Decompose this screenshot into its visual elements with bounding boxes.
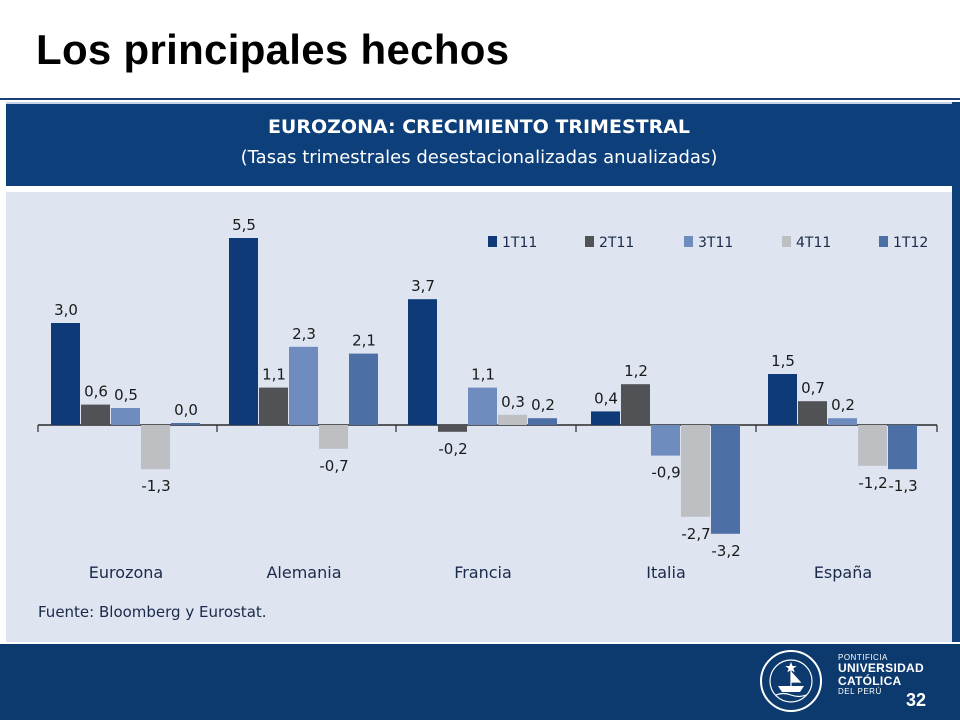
data-label: 0,2: [531, 396, 555, 414]
legend-swatch-2t11: [585, 236, 594, 247]
bar-francia-2t11: [438, 425, 467, 432]
bar-españa-2t11: [798, 401, 827, 425]
title-rule: [0, 98, 960, 100]
bar-eurozona-1t12: [171, 423, 200, 425]
category-label: Alemania: [266, 563, 341, 582]
slide-title: Los principales hechos: [36, 26, 510, 73]
wordmark-line2: UNIVERSIDAD: [838, 661, 924, 676]
legend-label: 1T11: [502, 235, 537, 251]
data-label: 2,3: [292, 325, 316, 343]
bar-francia-3t11: [468, 387, 497, 425]
legend-swatch-3t11: [684, 236, 693, 247]
university-wordmark: PONTIFICIA UNIVERSIDAD CATÓLICA DEL PERÚ: [838, 653, 924, 696]
legend-label: 1T12: [893, 235, 928, 251]
data-label: 0,3: [501, 393, 525, 411]
bar-eurozona-4t11: [141, 425, 170, 470]
category-label: Italia: [646, 563, 686, 582]
data-label: 2,1: [352, 332, 376, 350]
bar-alemania-1t11: [229, 238, 258, 425]
bar-francia-1t12: [528, 418, 557, 425]
bar-italia-1t12: [711, 425, 740, 534]
wordmark-line3: CATÓLICA: [838, 673, 902, 688]
data-label: 0,0: [174, 401, 198, 419]
category-label: Eurozona: [89, 563, 163, 582]
data-label: 0,5: [114, 386, 138, 404]
bar-italia-3t11: [651, 425, 680, 456]
bar-alemania-2t11: [259, 387, 288, 425]
chart-source: Fuente: Bloomberg y Eurostat.: [38, 603, 267, 621]
legend-label: 4T11: [796, 235, 831, 251]
legend-swatch-4t11: [782, 236, 791, 247]
category-label: Francia: [454, 563, 512, 582]
bar-alemania-4t11: [319, 425, 348, 449]
page-number: 32: [905, 690, 927, 710]
chart-header-band: [6, 102, 952, 186]
data-label: 1,1: [262, 366, 286, 384]
wordmark-line4: DEL PERÚ: [838, 686, 882, 696]
bar-eurozona-2t11: [81, 404, 110, 425]
legend-swatch-1t12: [879, 236, 888, 247]
right-edge-strip: [952, 102, 960, 642]
data-label: 3,7: [411, 277, 435, 295]
bar-alemania-3t11: [289, 346, 318, 425]
chart-title: EUROZONA: CRECIMIENTO TRIMESTRAL: [267, 116, 691, 138]
bar-italia-4t11: [681, 425, 710, 517]
data-label: -1,2: [858, 474, 887, 492]
university-seal-icon: [760, 650, 822, 712]
data-label: -1,3: [141, 477, 170, 495]
bar-españa-4t11: [858, 425, 887, 466]
data-label: 5,5: [232, 216, 256, 234]
data-label: 0,7: [801, 379, 825, 397]
chart-subtitle: (Tasas trimestrales desestacionalizadas …: [240, 147, 718, 168]
data-label: 1,1: [471, 366, 495, 384]
header-band-line: [6, 102, 952, 104]
wordmark-line1: PONTIFICIA: [838, 653, 888, 662]
data-label: 0,2: [831, 396, 855, 414]
data-label: 0,6: [84, 383, 108, 401]
bar-francia-4t11: [498, 414, 527, 425]
bar-eurozona-1t11: [51, 323, 80, 425]
legend-label: 2T11: [599, 235, 634, 251]
data-label: 1,2: [624, 362, 648, 380]
legend-label: 3T11: [698, 235, 733, 251]
bar-españa-3t11: [828, 418, 857, 425]
bar-españa-1t11: [768, 374, 797, 425]
data-label: -2,7: [681, 525, 710, 543]
data-label: 0,4: [594, 389, 618, 407]
data-label: -0,9: [651, 464, 680, 482]
legend-swatch-1t11: [488, 236, 497, 247]
data-label: 1,5: [771, 352, 795, 370]
bar-italia-1t11: [591, 411, 620, 425]
bar-italia-2t11: [621, 384, 650, 425]
data-label: -0,7: [319, 457, 348, 475]
data-label: 3,0: [54, 301, 78, 319]
bar-francia-1t11: [408, 299, 437, 425]
data-label: -3,2: [711, 542, 740, 560]
category-label: España: [814, 563, 872, 582]
data-label: -0,2: [438, 440, 467, 458]
bar-alemania-1t12: [349, 353, 378, 425]
bar-eurozona-3t11: [111, 408, 140, 425]
bar-españa-1t12: [888, 425, 917, 470]
data-label: -1,3: [888, 477, 917, 495]
